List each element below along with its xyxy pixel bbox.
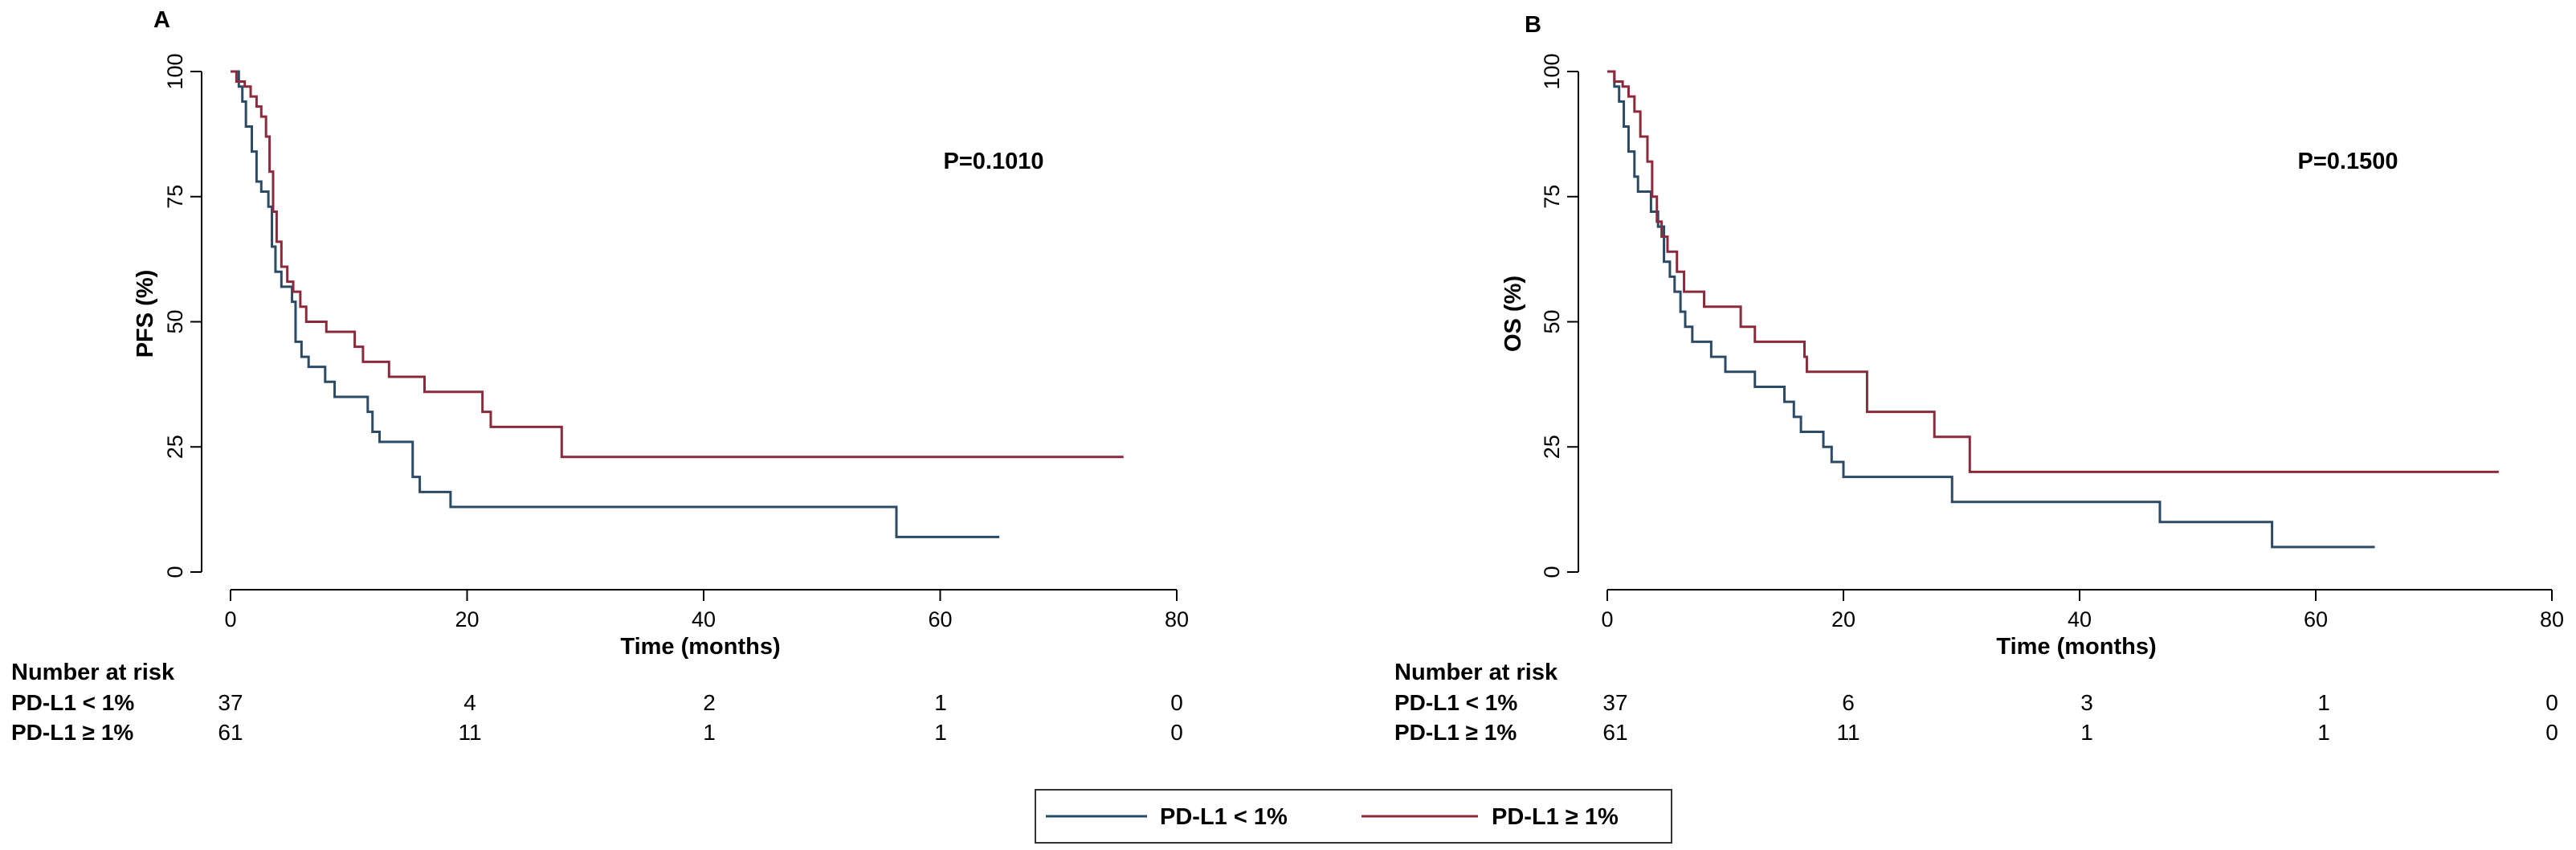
panel-letter: B [1525,12,1541,38]
risk-count: 2 [703,690,716,715]
risk-count: 37 [1602,690,1627,715]
risk-count: 1 [2317,690,2330,715]
y-axis-title: PFS (%) [133,270,158,358]
risk-row-label-low: PD-L1 < 1% [1394,690,1517,715]
risk-count: 0 [2545,720,2558,745]
x-tick-label: 60 [2304,607,2328,631]
risk-count: 61 [218,720,243,745]
legend-label-low: PD-L1 < 1% [1160,804,1288,830]
risk-count: 1 [2317,720,2330,745]
y-tick-label: 0 [163,566,187,578]
legend-label-high: PD-L1 ≥ 1% [1492,804,1619,830]
risk-count: 1 [934,690,947,715]
x-axis-title: Time (months) [620,634,780,660]
risk-count: 11 [458,720,481,745]
x-axis-title: Time (months) [1996,634,2156,660]
y-axis-title: OS (%) [1500,276,1526,352]
risk-count: 0 [1170,720,1183,745]
risk-count: 37 [218,690,243,715]
y-tick-label: 100 [1540,53,1564,89]
panel-letter: A [153,7,170,33]
risk-row-label-high: PD-L1 ≥ 1% [1394,720,1517,745]
p-value: P=0.1500 [2298,149,2398,174]
km-curve-pdl1-high [231,70,1124,459]
risk-count: 0 [1170,690,1183,715]
x-tick-label: 80 [1165,607,1189,631]
x-tick-label: 60 [928,607,952,631]
x-tick-label: 0 [1601,607,1613,631]
risk-count: 0 [2545,690,2558,715]
x-tick-label: 20 [1831,607,1855,631]
risk-count: 11 [1836,720,1860,745]
y-tick-label: 25 [163,435,187,459]
risk-count: 1 [703,720,716,745]
y-tick-label: 25 [1540,435,1564,459]
risk-row-label-low: PD-L1 < 1% [11,690,134,715]
x-tick-label: 20 [455,607,479,631]
risk-count: 1 [934,720,947,745]
risk-count: 1 [2080,720,2093,745]
y-tick-label: 50 [1540,309,1564,333]
y-tick-label: 75 [163,185,187,209]
y-tick-label: 50 [163,309,187,333]
y-tick-label: 0 [1540,566,1564,578]
risk-table-title: Number at risk [11,660,175,685]
km-curve-pdl1-low [231,70,1000,538]
risk-count: 6 [1842,690,1855,715]
legend: PD-L1 < 1% PD-L1 ≥ 1% [1035,789,1672,844]
risk-count: 3 [2080,690,2093,715]
risk-row-label-high: PD-L1 ≥ 1% [11,720,133,745]
p-value: P=0.1010 [944,149,1044,174]
x-tick-label: 0 [224,607,236,631]
km-curve-pdl1-low [1607,70,2375,549]
risk-table-title: Number at risk [1394,660,1558,685]
risk-count: 61 [1602,720,1627,745]
x-tick-label: 40 [692,607,716,631]
risk-count: 4 [463,690,476,715]
x-tick-label: 80 [2540,607,2564,631]
x-tick-label: 40 [2068,607,2092,631]
km-curve-pdl1-high [1607,70,2499,473]
y-tick-label: 100 [163,53,187,89]
y-tick-label: 75 [1540,185,1564,209]
